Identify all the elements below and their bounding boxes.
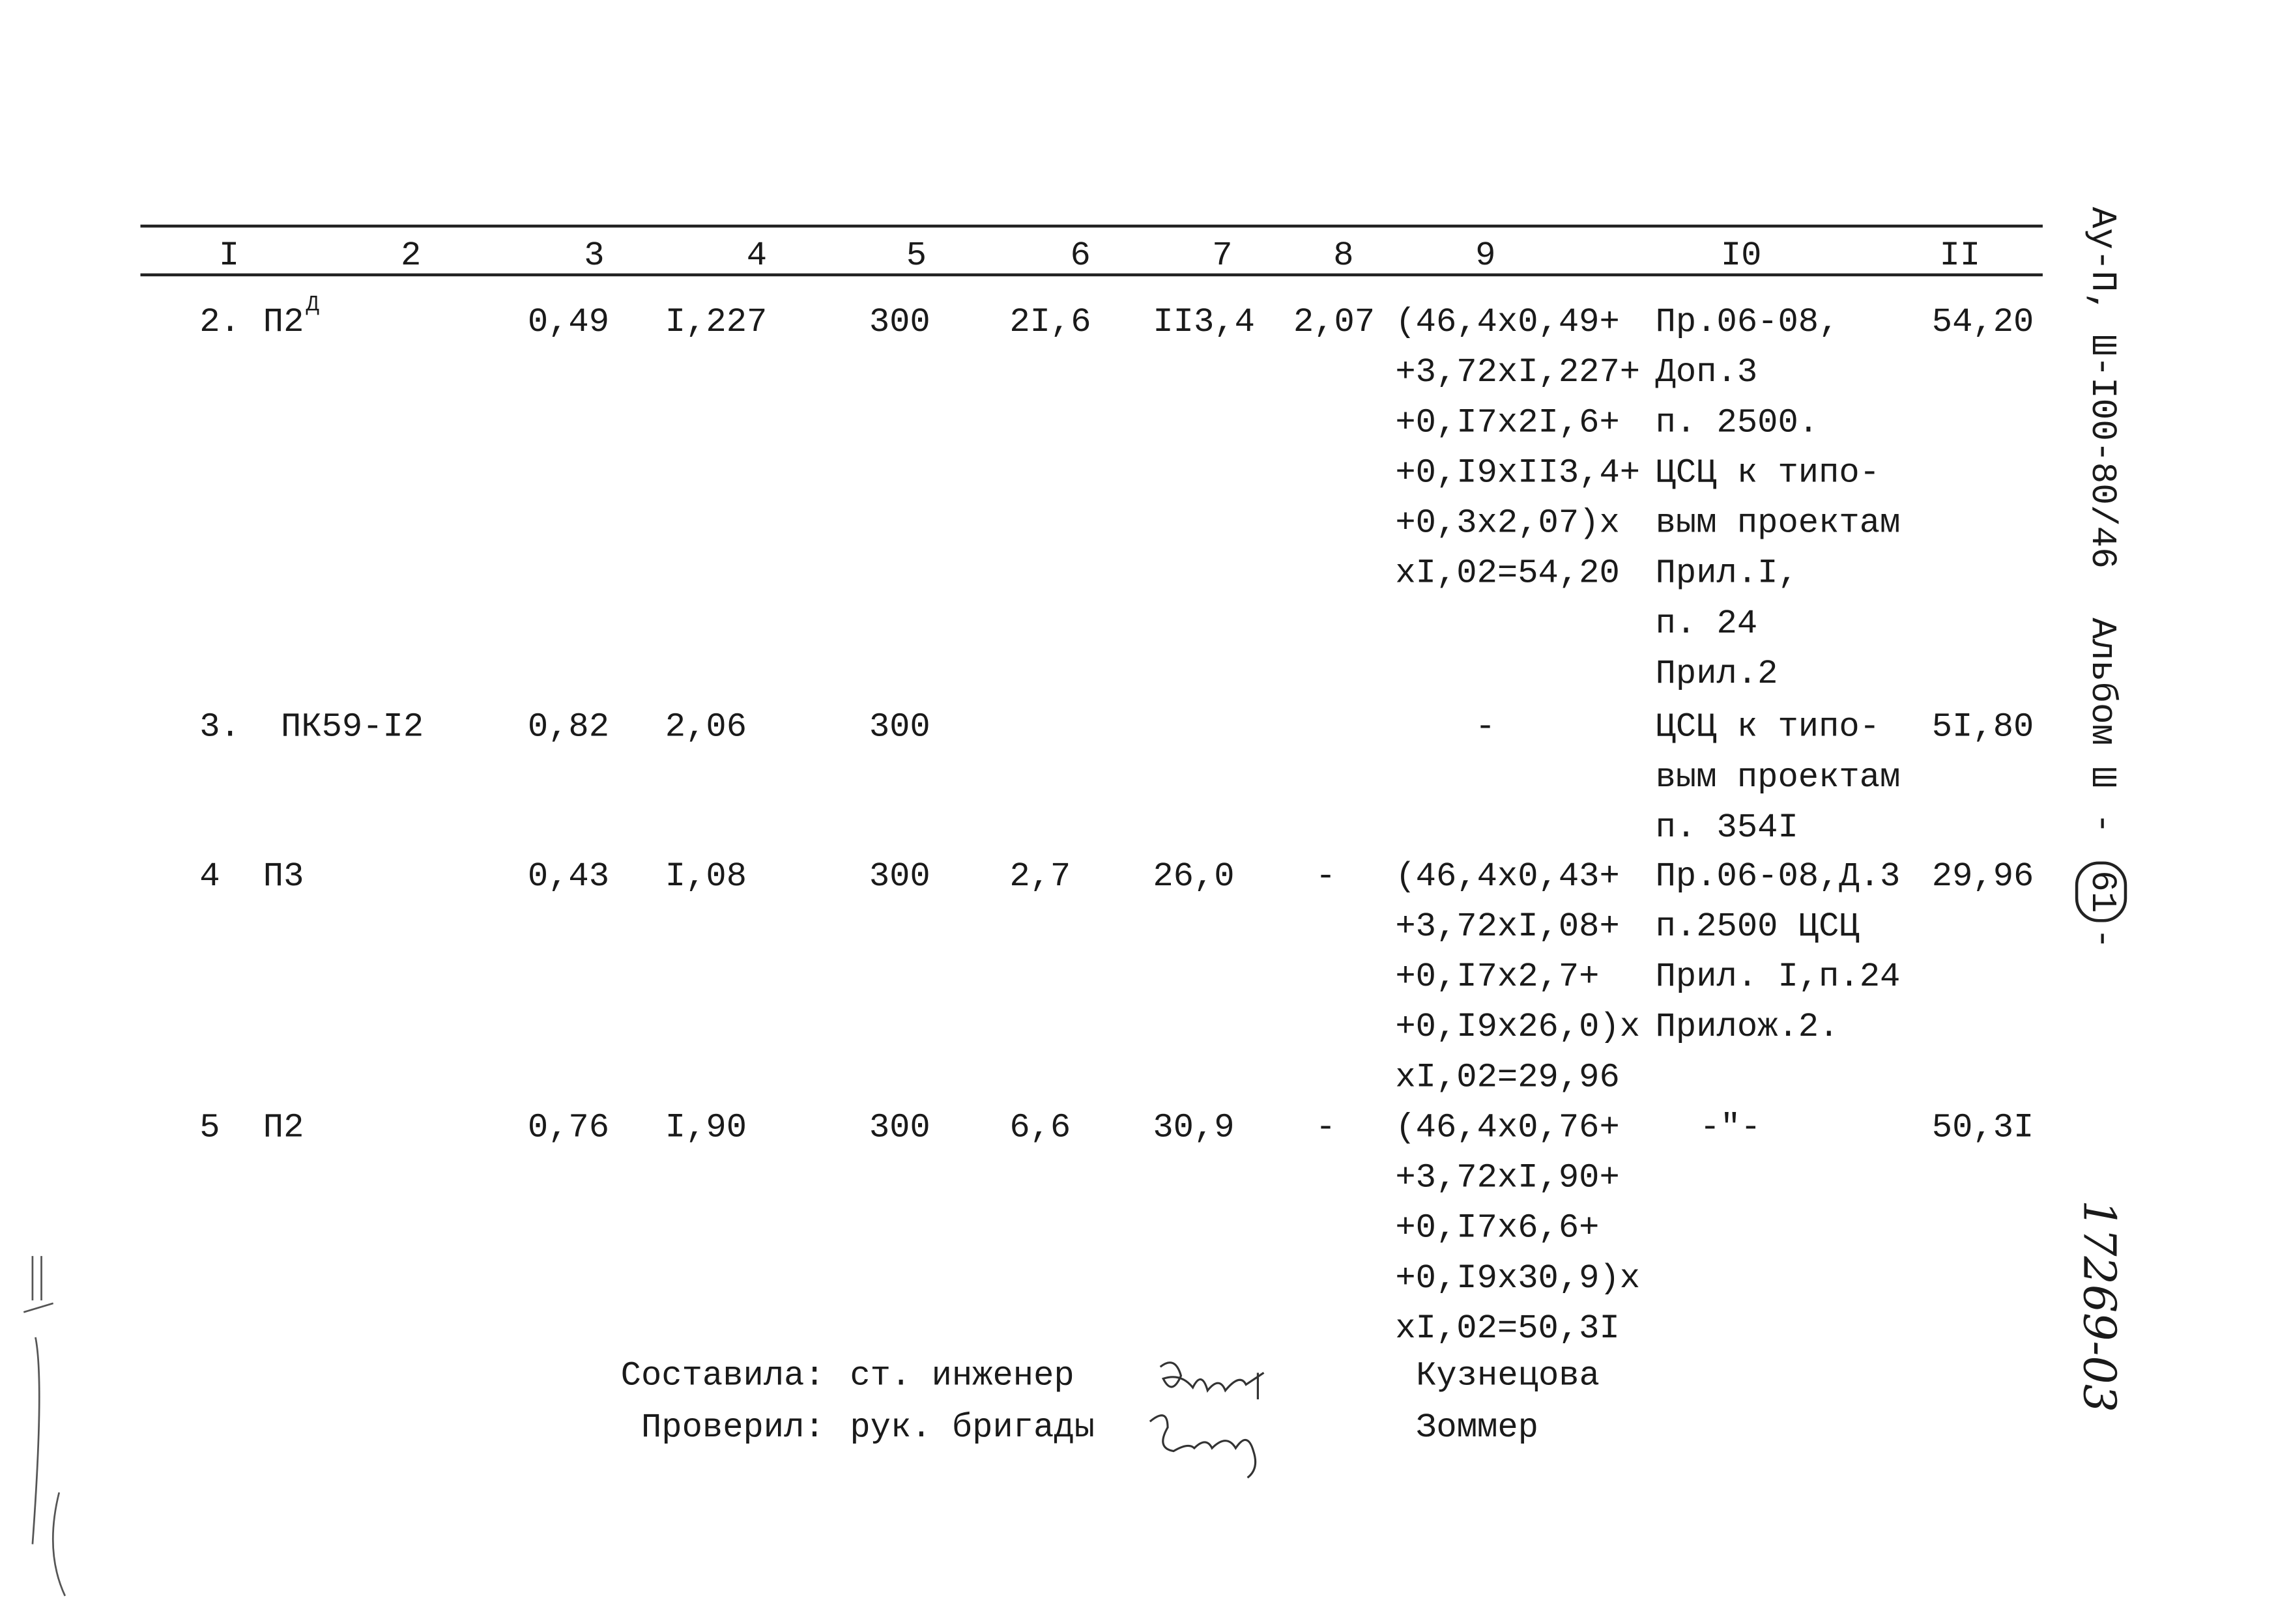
column-header: 4 bbox=[746, 236, 768, 275]
signature-position: рук. бригады bbox=[850, 1408, 1095, 1447]
margin-code: Ау-П, Ш-I00-80/46 bbox=[2081, 207, 2122, 569]
cell-c10-line: Прилож.2. bbox=[1655, 1008, 1839, 1047]
cell-name: П3 bbox=[263, 857, 304, 896]
cell-num: 3. bbox=[199, 707, 240, 747]
cell-c10-line: п. 24 bbox=[1655, 604, 1758, 643]
cell-c9-line: +0,I9x26,0)x bbox=[1395, 1008, 1641, 1047]
cell-c10-line: вым проектам bbox=[1655, 504, 1901, 543]
cell-c10-line: Прил.2 bbox=[1655, 654, 1778, 693]
cell-c3: 0,43 bbox=[527, 857, 610, 896]
column-header: 9 bbox=[1475, 236, 1496, 275]
cell-c10-line: -"- bbox=[1699, 1108, 1761, 1147]
cell-c9-line: xI,02=50,3I bbox=[1395, 1309, 1620, 1348]
margin-scribble bbox=[23, 1256, 66, 1597]
column-header: I bbox=[218, 236, 240, 275]
cell-c10-line: п. 354I bbox=[1655, 808, 1798, 847]
cell-c9-line: +3,72xI,227+ bbox=[1395, 353, 1641, 392]
inventory-number: 17269-03 bbox=[2072, 1199, 2124, 1413]
signature-name: Зоммер bbox=[1416, 1408, 1539, 1447]
cell-num: 5 bbox=[199, 1108, 220, 1147]
cell-c9-line: - bbox=[1475, 707, 1496, 747]
cell-c10-line: ЦСЦ к типо- bbox=[1655, 707, 1880, 747]
signature-role: Составила: bbox=[620, 1356, 825, 1395]
signature-1 bbox=[1159, 1361, 1265, 1400]
cell-c7: 26,0 bbox=[1153, 857, 1235, 896]
cell-c9-line: +0,I7x2I,6+ bbox=[1395, 403, 1620, 442]
header-top-rule bbox=[140, 224, 2043, 228]
cell-name: П2 bbox=[263, 1108, 304, 1147]
column-header: 3 bbox=[584, 236, 605, 275]
cell-c5: 300 bbox=[869, 707, 930, 747]
cell-c3: 0,76 bbox=[527, 1108, 610, 1147]
column-header: 2 bbox=[400, 236, 422, 275]
cell-c5: 300 bbox=[869, 1108, 930, 1147]
column-header: II bbox=[1939, 236, 1981, 275]
cell-c10-line: п.2500 ЦСЦ bbox=[1655, 907, 1860, 946]
cell-name: П2 bbox=[263, 303, 304, 342]
cell-c4: I,90 bbox=[665, 1108, 747, 1147]
cell-c10-line: Прил.I, bbox=[1655, 554, 1798, 593]
cell-c11: 29,96 bbox=[1931, 857, 2034, 896]
cell-c3: 0,82 bbox=[527, 707, 610, 747]
cell-c6: 2,7 bbox=[1009, 857, 1071, 896]
cell-c9-line: +3,72xI,90+ bbox=[1395, 1158, 1620, 1197]
cell-c9-line: +0,I9xII3,4+ bbox=[1395, 453, 1641, 492]
cell-c10-line: ЦСЦ к типо- bbox=[1655, 453, 1880, 492]
cell-name-sup: Д bbox=[306, 292, 320, 318]
cell-c8: - bbox=[1315, 1108, 1336, 1147]
cell-c4: 2,06 bbox=[665, 707, 747, 747]
cell-c11: 50,3I bbox=[1931, 1108, 2034, 1147]
cell-c9-line: +0,I9x30,9)x bbox=[1395, 1259, 1641, 1298]
signature-name: Кузнецова bbox=[1416, 1356, 1600, 1395]
margin-dash: - bbox=[2081, 928, 2122, 950]
cell-c9-line: (46,4x0,43+ bbox=[1395, 857, 1620, 896]
column-header: 5 bbox=[906, 236, 927, 275]
cell-c7: II3,4 bbox=[1153, 303, 1255, 342]
cell-c9-line: xI,02=54,20 bbox=[1395, 554, 1620, 593]
cell-c9-line: +3,72xI,08+ bbox=[1395, 907, 1620, 946]
cell-c8: - bbox=[1315, 857, 1336, 896]
cell-num: 4 bbox=[199, 857, 220, 896]
cell-c9-line: +0,I7x2,7+ bbox=[1395, 957, 1600, 996]
cell-c9-line: (46,4x0,76+ bbox=[1395, 1108, 1620, 1147]
cell-c10-line: Пр.06-08, bbox=[1655, 303, 1839, 342]
cell-c10-line: вым проектам bbox=[1655, 758, 1901, 797]
column-header: 6 bbox=[1070, 236, 1091, 275]
cell-num: 2. bbox=[199, 303, 240, 342]
cell-c9-line: (46,4x0,49+ bbox=[1395, 303, 1620, 342]
cell-c10-line: п. 2500. bbox=[1655, 403, 1819, 442]
column-header: 8 bbox=[1333, 236, 1354, 275]
signature-position: ст. инженер bbox=[850, 1356, 1074, 1395]
margin-album: Альбом Ш bbox=[2081, 618, 2122, 788]
cell-c11: 5I,80 bbox=[1931, 707, 2034, 747]
cell-c8: 2,07 bbox=[1293, 303, 1376, 342]
signature-2 bbox=[1149, 1414, 1257, 1479]
cell-c11: 54,20 bbox=[1931, 303, 2034, 342]
cell-c10-line: Пр.06-08,Д.3 bbox=[1655, 857, 1901, 896]
cell-c5: 300 bbox=[869, 303, 930, 342]
cell-c9-line: +0,3x2,07)x bbox=[1395, 504, 1620, 543]
header-bottom-rule bbox=[140, 273, 2043, 277]
cell-name: ПК59-I2 bbox=[280, 707, 424, 747]
cell-c3: 0,49 bbox=[527, 303, 610, 342]
margin-sheet: 61 bbox=[2075, 861, 2127, 922]
cell-c10-line: Доп.3 bbox=[1655, 353, 1758, 392]
cell-c10-line: Прил. I,п.24 bbox=[1655, 957, 1901, 996]
cell-c4: I,227 bbox=[665, 303, 768, 342]
cell-c9-line: +0,I7x6,6+ bbox=[1395, 1208, 1600, 1247]
cell-c5: 300 bbox=[869, 857, 930, 896]
margin-dash: - bbox=[2081, 812, 2122, 834]
cell-c9-line: xI,02=29,96 bbox=[1395, 1058, 1620, 1097]
column-header: 7 bbox=[1212, 236, 1233, 275]
cell-c6: 6,6 bbox=[1009, 1108, 1071, 1147]
cell-c7: 30,9 bbox=[1153, 1108, 1235, 1147]
signature-role: Проверил: bbox=[641, 1408, 825, 1447]
cell-c4: I,08 bbox=[665, 857, 747, 896]
column-header: I0 bbox=[1720, 236, 1762, 275]
cell-c6: 2I,6 bbox=[1009, 303, 1091, 342]
